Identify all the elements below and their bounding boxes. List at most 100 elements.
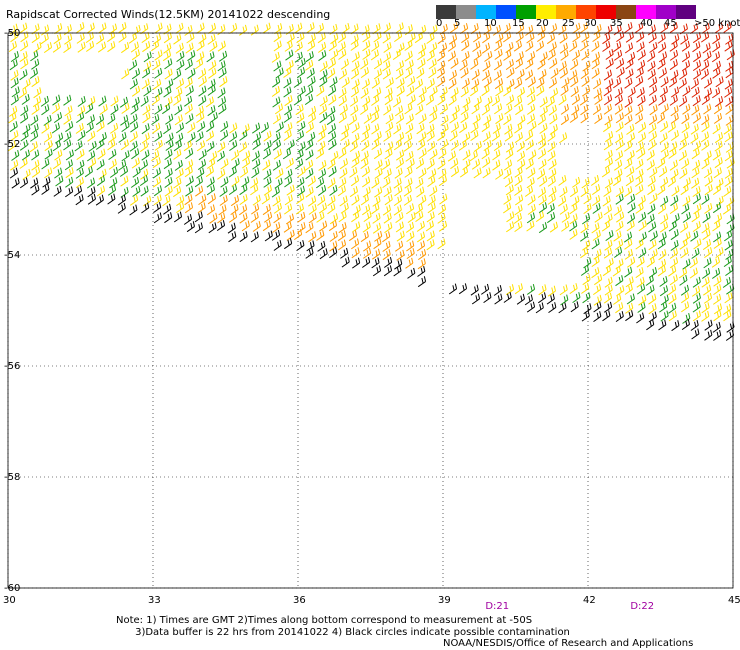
wind-barb [239, 212, 248, 224]
wind-barb [605, 48, 614, 60]
wind-barb [173, 140, 182, 152]
wind-barb [183, 140, 192, 152]
wind-barb [307, 131, 316, 143]
wind-barb [481, 104, 490, 116]
wind-barb [175, 168, 184, 180]
wind-barb [592, 104, 601, 116]
wind-barb [370, 112, 380, 124]
wind-barb [503, 291, 512, 303]
wind-barb [526, 177, 535, 189]
wind-barb [418, 42, 427, 54]
wind-barb [316, 229, 325, 241]
wind-barb [406, 158, 415, 170]
wind-barb [613, 77, 622, 89]
wind-barb [315, 148, 325, 160]
wind-barb [558, 60, 567, 72]
lon-label: 39 [438, 595, 451, 606]
wind-barb [108, 131, 117, 143]
wind-barb [558, 195, 567, 207]
wind-barb [308, 212, 317, 224]
wind-barb [582, 85, 591, 97]
wind-barb [382, 249, 391, 261]
wind-barb [582, 274, 591, 286]
wind-barb [273, 239, 282, 251]
wind-barb [723, 256, 732, 268]
wind-barb [440, 123, 449, 135]
wind-barb [624, 283, 633, 295]
wind-barb [429, 24, 438, 36]
wind-barb [495, 113, 504, 125]
wind-barb [603, 139, 612, 151]
wind-barb [274, 177, 283, 189]
wind-barb [327, 177, 336, 189]
wind-barb [681, 292, 690, 304]
wind-barb [547, 285, 556, 297]
wind-barb [164, 185, 173, 197]
wind-barb [44, 140, 53, 152]
lon-label: 45 [728, 595, 740, 606]
wind-barb [230, 149, 240, 161]
wind-barb [647, 68, 656, 80]
wind-barb [692, 41, 701, 53]
wind-barb [184, 24, 193, 36]
wind-barb [87, 96, 96, 108]
wind-barb [657, 258, 667, 270]
wind-barb [604, 239, 613, 251]
wind-barb [352, 257, 361, 269]
wind-barb [580, 222, 589, 234]
wind-barb [250, 177, 259, 189]
wind-barb [416, 240, 426, 252]
wind-barb [624, 96, 633, 108]
wind-barb [52, 140, 61, 152]
wind-barb [87, 186, 96, 198]
wind-barb [198, 194, 207, 206]
wind-barb [20, 40, 29, 52]
wind-barb [141, 202, 150, 214]
wind-barb [613, 41, 622, 53]
wind-barb [84, 166, 93, 178]
wind-barb [231, 175, 240, 187]
wind-barb [404, 177, 413, 189]
wind-barb [284, 95, 293, 107]
wind-barb [613, 175, 622, 187]
wind-barb [658, 203, 667, 215]
wind-barb [713, 329, 722, 341]
wind-barb [88, 140, 97, 152]
wind-barb [318, 41, 327, 53]
wind-barb [723, 303, 732, 315]
wind-barb [271, 229, 281, 241]
wind-barb [648, 32, 657, 44]
wind-barb [405, 59, 414, 71]
wind-barb [679, 238, 688, 250]
wind-barb [96, 175, 106, 187]
wind-barb [395, 68, 404, 80]
legend-swatch [476, 5, 496, 19]
wind-barb [327, 203, 336, 215]
wind-barb [185, 113, 194, 125]
wind-barb [693, 238, 702, 250]
wind-barb [484, 50, 493, 62]
wind-barb [29, 67, 38, 79]
wind-barb [648, 122, 657, 134]
wind-barb [229, 140, 238, 152]
wind-barb [615, 302, 624, 314]
wind-barb [704, 319, 713, 331]
wind-barb [439, 193, 448, 205]
wind-barb [649, 114, 658, 126]
wind-barb [635, 67, 644, 79]
map-title: Rapidscat Corrected Winds(12.5KM) 201410… [6, 8, 331, 21]
wind-barb [537, 114, 546, 126]
wind-barb [701, 94, 710, 106]
wind-barb [76, 149, 85, 161]
wind-barb [219, 50, 228, 62]
wind-barb [75, 167, 84, 179]
wind-barb [9, 167, 18, 179]
wind-barb [570, 59, 579, 71]
wind-barb [459, 166, 469, 178]
wind-barb [635, 76, 644, 88]
wind-barb [282, 148, 292, 160]
wind-barb [495, 168, 504, 180]
wind-barb [670, 69, 679, 81]
wind-barb [580, 112, 589, 124]
wind-barb [713, 167, 722, 179]
